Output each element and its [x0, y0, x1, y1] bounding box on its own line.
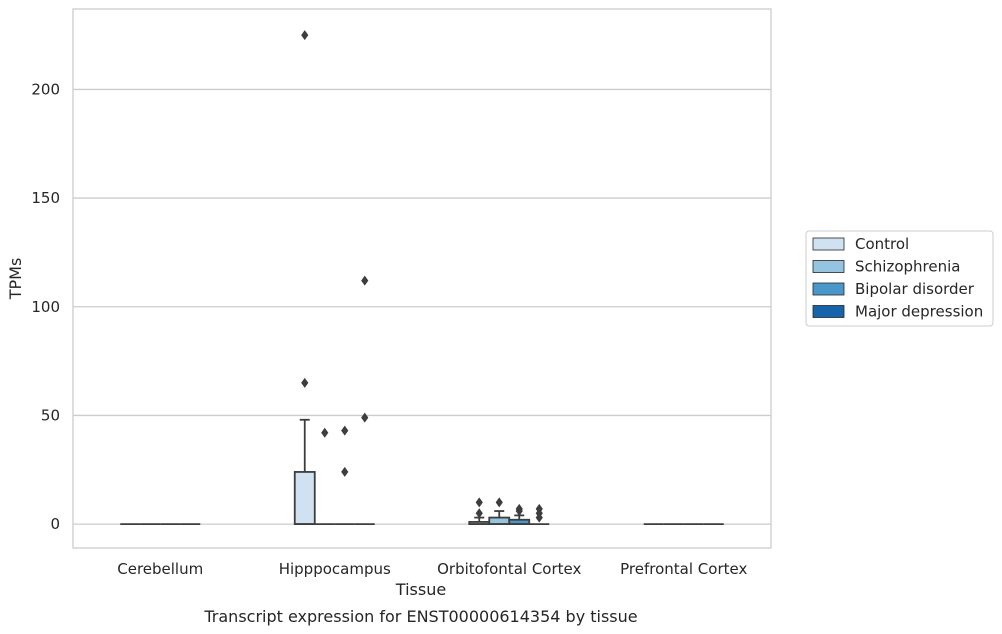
y-tick-label: 0 [50, 515, 60, 533]
box-bipolar-disorder [508, 503, 531, 525]
chart-caption: Transcript expression for ENST0000061435… [203, 607, 637, 626]
outlier-point [475, 497, 483, 508]
box [488, 516, 511, 525]
outlier-point [535, 512, 543, 523]
y-tick-label: 100 [31, 298, 60, 316]
outlier-point [361, 275, 369, 286]
legend-swatch [812, 305, 845, 318]
boxes [120, 30, 724, 525]
box-control [293, 30, 316, 525]
legend: Control Schizophrenia Bipolar disorder Majo… [805, 230, 994, 327]
box-control [468, 497, 491, 525]
x-tick-label: Hipppocampus [279, 560, 391, 578]
box [293, 471, 316, 525]
y-tick-label: 50 [41, 406, 60, 424]
gridlines [73, 88, 771, 525]
legend-frame [805, 230, 994, 327]
outlier-point [515, 506, 523, 517]
outlier-point [361, 412, 369, 423]
legend-swatch [812, 260, 845, 273]
box-schizophrenia [488, 497, 511, 525]
outlier-point [301, 30, 309, 41]
box-schizophrenia [314, 427, 335, 525]
legend-label: Control [855, 235, 909, 253]
x-tick-labels: Cerebellum Hipppocampus Orbitofontal Corte… [117, 560, 747, 578]
box-bipolar-disorder [334, 425, 355, 525]
outlier-point [495, 497, 503, 508]
box-major-depression [354, 275, 375, 525]
outlier-point [301, 377, 309, 388]
plot-frame [72, 8, 772, 549]
outlier-point [475, 508, 483, 519]
x-tick-label: Cerebellum [117, 560, 203, 578]
x-tick-label: Orbitofontal Cortex [437, 560, 581, 578]
outlier-point [321, 427, 329, 438]
y-tick-labels: 0 50 100 150 200 [31, 80, 60, 533]
legend-swatch [812, 237, 845, 251]
x-tick-label: Prefrontal Cortex [620, 560, 747, 578]
box-major-depression [529, 503, 550, 525]
y-tick-label: 150 [31, 189, 60, 207]
outlier-point [341, 425, 349, 436]
legend-label: Schizophrenia [855, 258, 960, 276]
y-tick-label: 200 [31, 80, 60, 98]
y-axis-title: TPMs [6, 258, 25, 301]
outlier-point [341, 466, 349, 477]
legend-label: Major depression [855, 303, 983, 321]
legend-swatch [812, 282, 845, 296]
legend-label: Bipolar disorder [855, 280, 975, 298]
x-axis-title: Tissue [395, 580, 446, 599]
